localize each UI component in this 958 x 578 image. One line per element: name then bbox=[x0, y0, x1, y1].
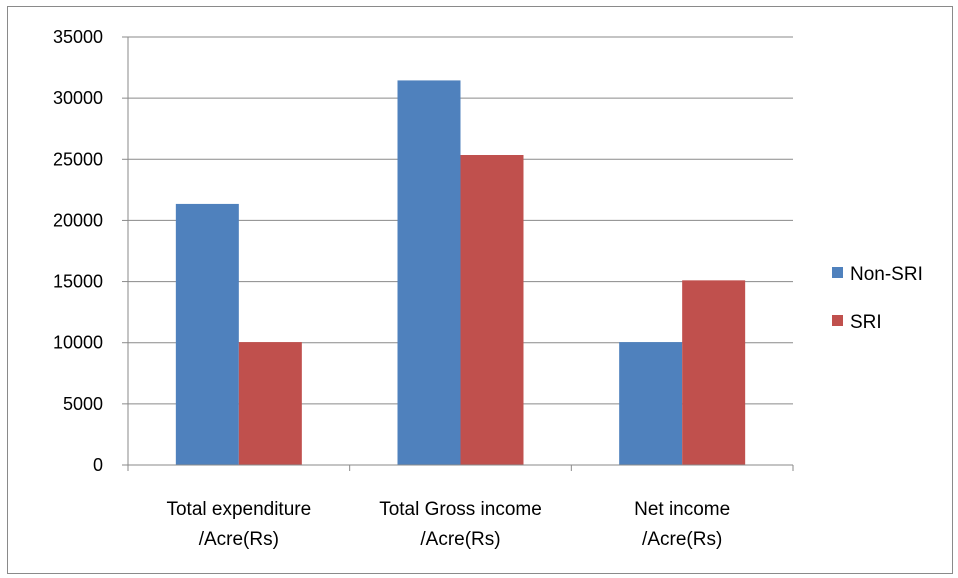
x-axis-category-labels: Total expenditure/Acre(Rs) Total Gross in… bbox=[166, 499, 730, 550]
legend: Non-SRI SRI bbox=[832, 264, 923, 333]
bar-sri-2 bbox=[682, 280, 746, 465]
category-label: /Acre(Rs) bbox=[642, 529, 722, 550]
axes bbox=[127, 37, 794, 471]
category-label: /Acre(Rs) bbox=[199, 529, 279, 550]
y-tick-label: 10000 bbox=[53, 333, 103, 353]
category-label: Total Gross income bbox=[379, 499, 542, 520]
bar-non-sri-2 bbox=[619, 342, 683, 465]
y-tick-label: 5000 bbox=[63, 394, 103, 414]
legend-swatch bbox=[832, 267, 843, 278]
bar-sri-0 bbox=[238, 342, 302, 465]
y-tick-label: 20000 bbox=[53, 210, 103, 230]
category-label: /Acre(Rs) bbox=[420, 529, 500, 550]
bar-sri-1 bbox=[460, 155, 524, 465]
y-tick-label: 30000 bbox=[53, 88, 103, 108]
bar-non-sri-1 bbox=[397, 80, 461, 465]
bar-non-sri-0 bbox=[175, 203, 239, 466]
y-tick-label: 25000 bbox=[53, 149, 103, 169]
category-label: Total expenditure bbox=[166, 499, 311, 520]
legend-swatch bbox=[832, 315, 843, 326]
y-tick-label: 35000 bbox=[53, 27, 103, 47]
category-label: Net income bbox=[634, 499, 730, 520]
bars bbox=[175, 80, 746, 466]
legend-label: Non-SRI bbox=[850, 264, 923, 285]
legend-label: SRI bbox=[850, 312, 882, 333]
y-axis-tick-labels: 0 5000 10000 15000 20000 25000 30000 35000 bbox=[53, 27, 103, 475]
y-tick-label: 15000 bbox=[53, 272, 103, 292]
y-tick-label: 0 bbox=[93, 455, 103, 475]
